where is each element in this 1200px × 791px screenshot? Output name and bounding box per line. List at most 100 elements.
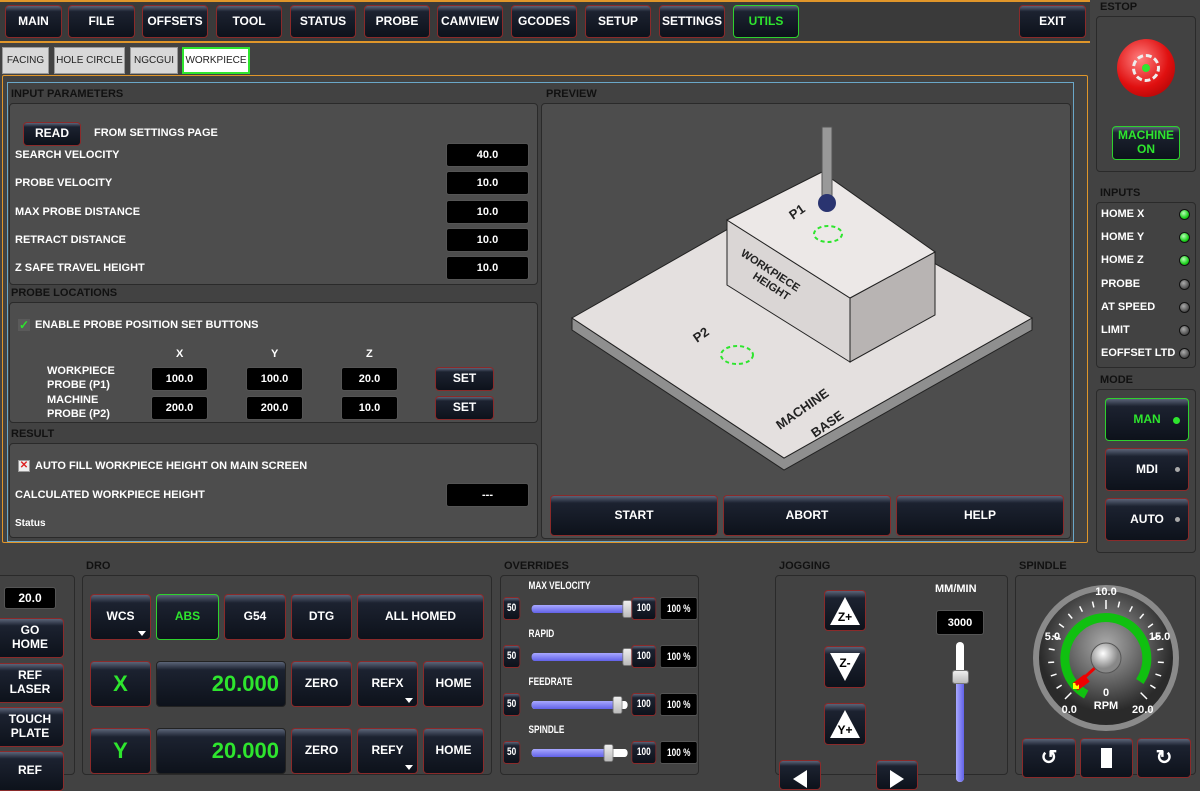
start-button[interactable]: START (550, 495, 718, 536)
gauge-tick-label: 15.0 (1149, 631, 1170, 643)
ref-button[interactable]: REFX (357, 661, 418, 707)
jogging-panel (775, 575, 1008, 775)
override-label: MAX VELOCITY (529, 580, 591, 592)
rotate-ccw-icon: ↺ (1041, 747, 1058, 770)
jog-z-plus-button[interactable]: Z+ (824, 590, 866, 631)
mode-label: AUTO (1130, 513, 1164, 527)
mode-led-icon (1175, 467, 1180, 472)
mode-led-icon (1173, 417, 1180, 424)
zero-button[interactable]: ZERO (291, 661, 352, 707)
status-text: Status (15, 518, 46, 529)
override-value: 100 % (660, 645, 698, 668)
jog-x-minus-button[interactable] (779, 760, 821, 790)
inputs-title: INPUTS (1100, 187, 1140, 199)
left-value-field[interactable]: 20.0 (4, 587, 56, 609)
spindle-rpm-gauge: 0.05.010.015.020.0 0 RPM (1031, 583, 1181, 733)
input-label: HOME Z (1101, 254, 1144, 266)
jog-units: MM/MIN (935, 583, 977, 595)
override-label: FEEDRATE (529, 676, 573, 688)
wcs-button[interactable]: WCS (90, 594, 151, 640)
mode-label: MDI (1136, 463, 1158, 477)
override-min-button[interactable]: 50 (503, 645, 520, 668)
g54-button[interactable]: G54 (224, 594, 286, 640)
dropdown-icon (138, 631, 146, 636)
abs-button[interactable]: ABS (156, 594, 219, 640)
mode-mdi-button[interactable]: MDI (1105, 448, 1189, 491)
dropdown-icon (405, 765, 413, 770)
input-led-icon (1179, 302, 1190, 313)
arrow-right-icon (890, 770, 904, 788)
left-touch-plate-button[interactable]: TOUCH PLATE (0, 707, 64, 747)
axis-x-button[interactable]: X (90, 661, 151, 707)
override-max-button[interactable]: 100 (631, 597, 656, 620)
jog-x-plus-button[interactable] (876, 760, 918, 790)
jog-z-minus-button[interactable]: Z- (824, 646, 866, 688)
rpm-label: RPM (1094, 700, 1118, 712)
input-label: LIMIT (1101, 324, 1130, 336)
jog-rate-slider[interactable] (956, 642, 964, 782)
help-button[interactable]: HELP (896, 495, 1064, 536)
override-max-button[interactable]: 100 (631, 693, 656, 716)
override-min-button[interactable]: 50 (503, 597, 520, 620)
estop-title: ESTOP (1100, 1, 1137, 13)
gauge-tick-label: 0.0 (1062, 704, 1077, 716)
jog-rate-slider-handle[interactable] (952, 670, 969, 684)
override-min-button[interactable]: 50 (503, 693, 520, 716)
spindle-stop-button[interactable] (1080, 738, 1133, 778)
estop-button[interactable] (1117, 39, 1175, 97)
input-label: EOFFSET LTD (1101, 347, 1175, 359)
rpm-value: 0 (1103, 687, 1109, 699)
home-button[interactable]: HOME (423, 728, 484, 774)
abort-button[interactable]: ABORT (723, 495, 891, 536)
mode-led-icon (1175, 517, 1180, 522)
jogging-title: JOGGING (779, 560, 830, 572)
gauge-tick-label: 20.0 (1132, 704, 1153, 716)
override-label: RAPID (529, 628, 555, 640)
override-value: 100 % (660, 597, 698, 620)
all-homed-button[interactable]: ALL HOMED (357, 594, 484, 640)
ref-button[interactable]: REFY (357, 728, 418, 774)
spindle-forward-button[interactable]: ↻ (1137, 738, 1191, 778)
workpiece-preview-image: P1 P2 WORKPIECE HEIGHT MACHINE BASE (0, 0, 1090, 500)
jog-y-plus-button[interactable]: Y+ (824, 703, 866, 745)
override-slider-handle[interactable] (613, 696, 623, 714)
input-label: HOME X (1101, 208, 1144, 220)
dtg-button[interactable]: DTG (291, 594, 352, 640)
axis-y-dro-value: 20.000 (156, 728, 286, 774)
ref-label: REFX (371, 677, 403, 691)
input-led-icon (1179, 279, 1190, 290)
jog-rate-field[interactable]: 3000 (936, 610, 984, 635)
ref-label: REFY (371, 744, 403, 758)
mode-label: MAN (1133, 413, 1160, 427)
mode-auto-button[interactable]: AUTO (1105, 498, 1189, 541)
spindle-title: SPINDLE (1019, 560, 1067, 572)
wcs-label: WCS (107, 610, 135, 624)
dropdown-icon (405, 698, 413, 703)
input-led-icon (1179, 209, 1190, 220)
input-label: PROBE (1101, 278, 1140, 290)
override-max-button[interactable]: 100 (631, 741, 656, 764)
mode-man-button[interactable]: MAN (1105, 398, 1189, 441)
left-go-home-button[interactable]: GO HOME (0, 618, 64, 658)
mode-title: MODE (1100, 374, 1133, 386)
input-label: HOME Y (1101, 231, 1144, 243)
home-button[interactable]: HOME (423, 661, 484, 707)
override-slider[interactable] (532, 605, 628, 613)
left-ref-button[interactable]: REF (0, 751, 64, 791)
left-ref-laser-button[interactable]: REF LASER (0, 663, 64, 703)
input-led-icon (1179, 325, 1190, 336)
overrides-title: OVERRIDES (504, 560, 569, 572)
override-slider[interactable] (532, 653, 628, 661)
spindle-reverse-button[interactable]: ↺ (1022, 738, 1076, 778)
override-label: SPINDLE (529, 724, 565, 736)
override-slider-handle[interactable] (604, 744, 614, 762)
override-min-button[interactable]: 50 (503, 741, 520, 764)
gauge-tick-label: 5.0 (1045, 631, 1060, 643)
machine-on-button[interactable]: MACHINE ON (1112, 126, 1180, 160)
axis-y-button[interactable]: Y (90, 728, 151, 774)
rotate-cw-icon: ↻ (1156, 747, 1173, 770)
zero-button[interactable]: ZERO (291, 728, 352, 774)
stop-icon (1101, 748, 1112, 768)
y-plus-label: Y+ (837, 723, 852, 737)
override-max-button[interactable]: 100 (631, 645, 656, 668)
